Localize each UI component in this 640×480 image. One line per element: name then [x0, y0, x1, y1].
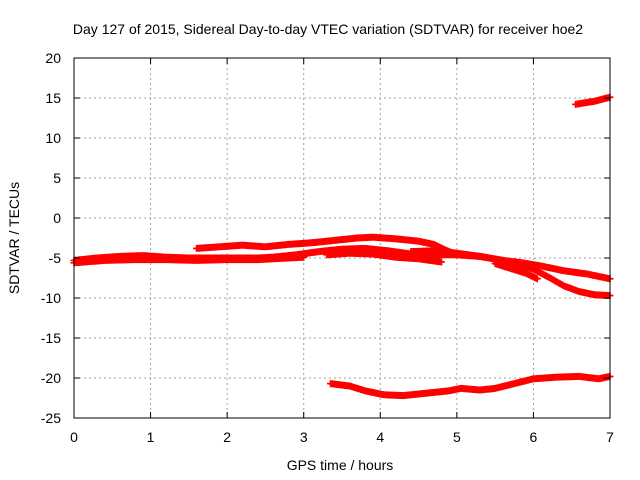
- x-tick-label: 1: [147, 429, 155, 445]
- data-point-run: [362, 387, 387, 399]
- data-point-run: [493, 260, 513, 272]
- x-tick-label: 2: [223, 429, 231, 445]
- data-point-run: [577, 288, 597, 299]
- data-point-run: [561, 283, 582, 295]
- y-tick-label: -10: [41, 290, 61, 306]
- data-point-run: [71, 257, 107, 267]
- y-tick-label: -25: [41, 410, 61, 426]
- data-point-run: [477, 385, 498, 394]
- data-point-run: [424, 387, 452, 397]
- data-point-run: [401, 389, 429, 399]
- data-point-run: [512, 375, 536, 387]
- data-point: [438, 258, 446, 266]
- data-point: [533, 275, 541, 283]
- data-point-run: [531, 266, 551, 281]
- series-trace: [327, 372, 614, 400]
- y-tick-label: -15: [41, 330, 61, 346]
- data-point-run: [347, 382, 368, 394]
- x-tick-label: 5: [453, 429, 461, 445]
- axis-ticks: 0 1 2 3 4 5 6 7 20 15 10 5 0 -5 -10 -15 -20 -25: [41, 50, 614, 445]
- data-point-run: [561, 267, 590, 278]
- data-point-run: [194, 256, 230, 264]
- x-axis-label: GPS time / hours: [287, 457, 394, 473]
- data-point-run: [309, 237, 337, 247]
- data-point-run: [592, 94, 613, 105]
- x-tick-label: 7: [606, 429, 614, 445]
- data-point-run: [163, 256, 199, 264]
- data-point-run: [255, 254, 291, 264]
- y-tick-label: 20: [45, 50, 61, 66]
- series-trace: [323, 249, 446, 266]
- x-tick-label: 0: [70, 429, 78, 445]
- data-point-run: [102, 256, 138, 264]
- data-point-run: [332, 234, 360, 244]
- series-trace: [193, 233, 461, 259]
- y-tick-label: 5: [53, 170, 61, 186]
- y-tick-label: -5: [49, 250, 62, 266]
- plot-frame: [73, 57, 611, 419]
- series-trace: [572, 93, 614, 108]
- data-point-run: [328, 380, 352, 390]
- data-point-run: [393, 235, 421, 245]
- y-axis-label: SDTVAR / TECUs: [6, 182, 22, 294]
- x-tick-label: 3: [300, 429, 308, 445]
- data-point-run: [584, 270, 613, 282]
- x-tick-label: 6: [530, 429, 538, 445]
- y-tick-label: -20: [41, 370, 61, 386]
- x-tick-label: 4: [376, 429, 384, 445]
- y-tick-label: 15: [45, 90, 61, 106]
- data-point-run: [225, 256, 260, 264]
- y-tick-label: 0: [53, 210, 61, 226]
- data-point: [300, 253, 308, 261]
- data-point-run: [573, 97, 597, 108]
- data-point-run: [263, 241, 291, 251]
- data-point-run: [546, 274, 567, 289]
- data-point-run: [516, 261, 536, 273]
- data-points: [70, 93, 614, 400]
- series-trace: [70, 253, 308, 267]
- data-point-run: [508, 265, 528, 277]
- series-trace: [491, 260, 541, 283]
- data-point-run: [493, 380, 517, 392]
- y-tick-label: 10: [45, 130, 61, 146]
- data-point-run: [577, 373, 601, 383]
- data-point-run: [133, 256, 168, 264]
- chart-title: Day 127 of 2015, Sidereal Day-to-day VTE…: [73, 21, 583, 37]
- grid: [74, 58, 610, 418]
